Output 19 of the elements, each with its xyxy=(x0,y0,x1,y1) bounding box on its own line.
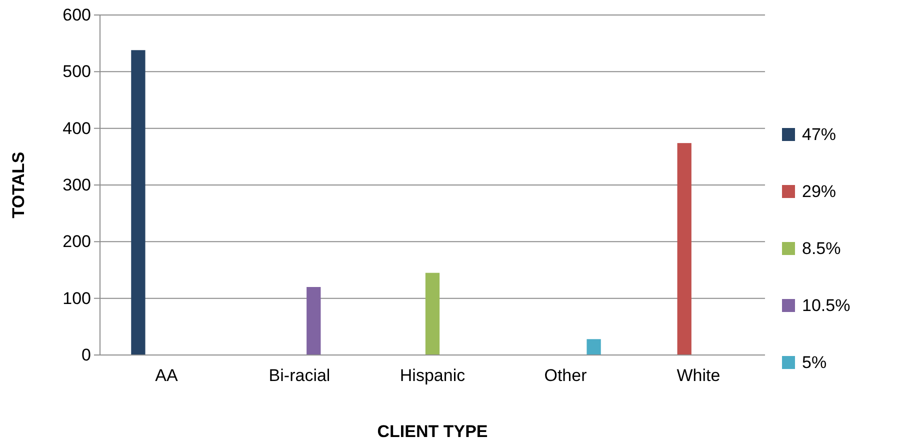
legend-label: 10.5% xyxy=(802,296,850,315)
y-tick-label: 0 xyxy=(82,345,91,364)
x-tick-label: Bi-racial xyxy=(268,366,330,386)
x-tick-label: White xyxy=(676,366,720,386)
y-tick-label: 300 xyxy=(62,175,91,194)
x-tick-label: Other xyxy=(544,366,588,386)
x-axis-title: CLIENT TYPE xyxy=(377,422,488,441)
y-tick-label: 400 xyxy=(62,118,91,138)
legend-label: 8.5% xyxy=(802,239,841,258)
x-tick-label: AA xyxy=(155,366,178,386)
legend-label: 29% xyxy=(802,182,836,201)
legend-label: 5% xyxy=(802,353,827,372)
y-tick-label: 100 xyxy=(62,288,91,308)
y-axis-title: TOTALS xyxy=(9,152,28,218)
y-tick-label: 600 xyxy=(62,5,91,24)
y-tick-label: 200 xyxy=(62,232,91,252)
y-tick-label: 500 xyxy=(62,62,91,82)
legend-label: 47% xyxy=(802,125,836,144)
x-tick-label: Hispanic xyxy=(400,366,466,386)
